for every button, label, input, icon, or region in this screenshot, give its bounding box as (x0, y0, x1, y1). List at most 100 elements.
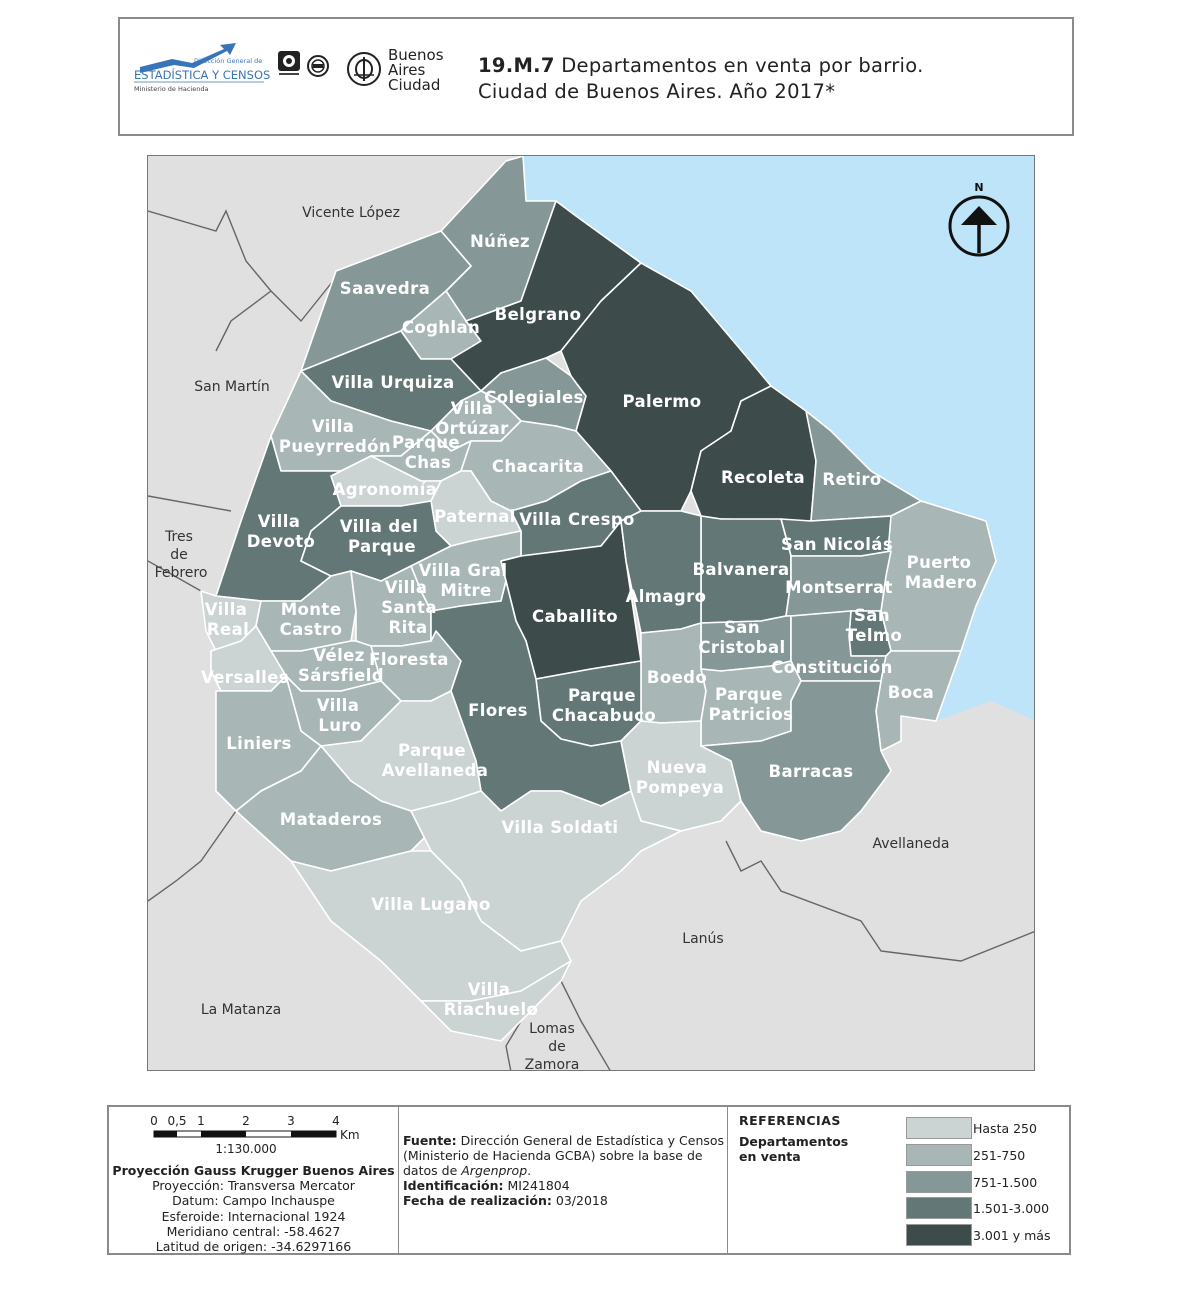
svg-text:2: 2 (242, 1114, 250, 1128)
legend-item: 1.501-3.000 (906, 1197, 1076, 1221)
map-canvas: Núñez Saavedra Coghlan Belgrano Villa Urquiz… (148, 156, 1034, 1071)
map-footer: 0 0,5 1 2 3 4 Km 1:130.000 Proyección Ga… (107, 1105, 1071, 1255)
title-line-1: Departamentos en venta por barrio. (561, 54, 924, 77)
barrio-label-san-cristobal: Cristobal (698, 638, 785, 657)
barrio-label-villa-crespo: Villa Crespo (519, 510, 635, 529)
barrio-label-parque-chas: Chas (405, 453, 451, 472)
stamp-icon (307, 55, 329, 77)
barrio-label-parque-chacabuco: Chacabuco (552, 706, 656, 725)
barrio-barracas (700, 680, 892, 842)
legend-title: REFERENCIAS (739, 1113, 841, 1128)
legend-item: 251-750 (906, 1144, 1076, 1168)
barrio-label-colegiales: Colegiales (484, 388, 584, 407)
barrio-label-parque-patricios: Parque (715, 685, 783, 704)
legend-item: Hasta 250 (906, 1117, 1076, 1141)
barrio-label-villa-gral-mitre: Mitre (440, 581, 491, 600)
barrio-label-villa-pueyrredon: Villa (312, 417, 355, 436)
barrio-label-boedo: Boedo (647, 668, 707, 687)
barrio-label-villa-real: Real (207, 620, 249, 639)
label-tres-de-febrero-2: de (170, 547, 188, 563)
barrio-label-parque-avellaneda: Parque (398, 741, 466, 760)
svg-text:4: 4 (332, 1114, 340, 1128)
barrio-label-liniers: Liniers (226, 734, 292, 753)
barrio-label-nueva-pompeya: Nueva (647, 758, 708, 777)
projection-info: Proyección Gauss Krugger Buenos Aires Pr… (112, 1163, 395, 1255)
barrio-label-parque-chacabuco: Parque (568, 686, 636, 705)
legend-swatch (906, 1117, 972, 1139)
barrio-label-nueva-pompeya: Pompeya (636, 778, 724, 797)
barrio-label-villa-santa-rita: Villa (385, 578, 428, 597)
barrio-label-san-cristobal: San (724, 618, 760, 637)
legend-swatch (906, 1197, 972, 1219)
seal-icon (278, 51, 300, 75)
barrio-label-belgrano: Belgrano (495, 305, 582, 324)
svg-text:Buenos: Buenos (388, 46, 444, 64)
svg-text:Dirección General de: Dirección General de (194, 57, 262, 65)
neighbor-boundaries (148, 209, 1034, 1070)
barrio-label-velez-sarsfield: Vélez (313, 646, 365, 665)
barrio-label-almagro: Almagro (626, 587, 707, 606)
label-avellaneda: Avellaneda (873, 836, 950, 852)
barrio-label-villa-pueyrredon: Pueyrredón (279, 437, 391, 456)
north-arrow-icon: N (948, 181, 1010, 257)
legend-item: 3.001 y más (906, 1224, 1076, 1248)
barrio-label-chacarita: Chacarita (492, 457, 584, 476)
barrio-label-san-nicolas: San Nicolás (781, 535, 893, 554)
choropleth-map: Núñez Saavedra Coghlan Belgrano Villa Urquiz… (147, 155, 1035, 1071)
barrio-label-villa-santa-rita: Rita (389, 618, 428, 637)
barrio-label-balvanera: Balvanera (692, 560, 789, 579)
barrio-label-villa-ortuzar: Ortúzar (435, 419, 509, 438)
barrio-label-villa-real: Villa (205, 600, 248, 619)
barrio-label-boca: Boca (888, 683, 934, 702)
barrio-label-saavedra: Saavedra (340, 279, 430, 298)
svg-text:Ministerio de Hacienda: Ministerio de Hacienda (134, 85, 208, 93)
barrio-villa-lugano (290, 850, 572, 1002)
legend-panel: REFERENCIAS Departamentos en venta Hasta… (728, 1107, 1069, 1253)
label-tres-de-febrero-1: Tres (164, 529, 193, 545)
label-lomas-3: Zamora (525, 1057, 580, 1071)
svg-text:Ciudad: Ciudad (388, 76, 440, 94)
barrio-label-villa-santa-rita: Santa (381, 598, 437, 617)
barrio-label-constitucion: Constitución (771, 658, 893, 677)
map-header: Dirección General de ESTADÍSTICA Y CENSO… (118, 17, 1074, 136)
label-lanus: Lanús (682, 931, 723, 947)
title-line-2: Ciudad de Buenos Aires. Año 2017* (478, 80, 836, 103)
barrio-label-villa-soldati: Villa Soldati (502, 818, 619, 837)
barrio-label-caballito: Caballito (532, 607, 618, 626)
legend-swatch (906, 1171, 972, 1193)
barrio-label-villa-riachuelo: Villa (468, 980, 511, 999)
barrio-label-monte-castro: Monte (281, 600, 342, 619)
barrio-label-paternal: Paternal (434, 507, 516, 526)
barrio-label-villa-del-parque: Parque (348, 537, 416, 556)
barrio-label-villa-riachuelo: Riachuelo (444, 1000, 539, 1019)
label-san-martin: San Martín (194, 379, 269, 395)
barrio-label-versalles: Versalles (201, 668, 289, 687)
barrio-label-parque-patricios: Patricios (709, 705, 794, 724)
svg-text:3: 3 (287, 1114, 295, 1128)
barrio-label-coghlan: Coghlan (402, 318, 480, 337)
legend-item: 751-1.500 (906, 1171, 1076, 1195)
source-text: Fuente: Dirección General de Estadística… (403, 1133, 725, 1208)
svg-text:1: 1 (197, 1114, 205, 1128)
svg-text:0,5: 0,5 (167, 1114, 186, 1128)
barrio-label-recoleta: Recoleta (721, 468, 805, 487)
barrio-label-barracas: Barracas (768, 762, 853, 781)
buenos-aires-ciudad-logo: Buenos Aires Ciudad (347, 46, 444, 94)
barrio-label-villa-urquiza: Villa Urquiza (331, 373, 454, 392)
label-lomas-1: Lomas (529, 1021, 575, 1037)
barrio-label-parque-chas: Parque (392, 433, 460, 452)
barrio-label-palermo: Palermo (622, 392, 701, 411)
barrio-label-nunez: Núñez (470, 232, 530, 251)
barrio-label-puerto-madero: Madero (905, 573, 977, 592)
svg-text:ESTADÍSTICA Y CENSOS: ESTADÍSTICA Y CENSOS (134, 67, 270, 82)
barrio-label-villa-ortuzar: Villa (451, 399, 494, 418)
barrio-label-flores: Flores (468, 701, 528, 720)
scale-bar: 0 0,5 1 2 3 4 Km 1:130.000 (150, 1114, 359, 1156)
barrio-label-villa-devoto: Villa (258, 512, 301, 531)
barrio-label-san-telmo: San (854, 606, 890, 625)
svg-text:1:130.000: 1:130.000 (215, 1142, 276, 1156)
legend-swatch (906, 1144, 972, 1166)
barrio-label-villa-luro: Villa (317, 696, 360, 715)
label-lomas-2: de (548, 1039, 566, 1055)
barrio-label-montserrat: Montserrat (785, 578, 893, 597)
